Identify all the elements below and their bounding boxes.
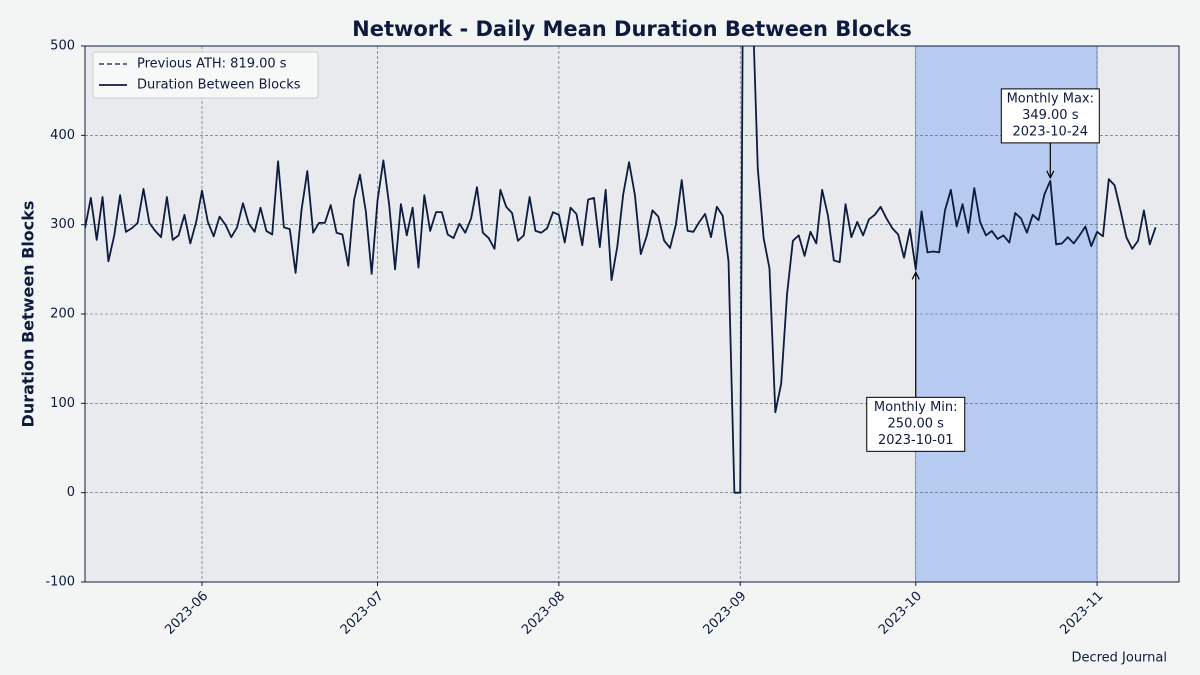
chart-title: Network - Daily Mean Duration Between Bl… [352,17,912,41]
annotation-text: 2023-10-01 [878,433,954,448]
annotation-arrowhead [1046,170,1055,180]
annotation-arrowhead [911,270,920,280]
legend-box [92,51,319,99]
y-tick-label: 300 [50,217,75,232]
y-tick-label: 0 [67,485,75,500]
y-tick-label: 200 [50,307,75,322]
annotation-text: Monthly Max: [1007,91,1094,106]
credit: Decred Journal [1071,651,1167,666]
annotation-box [866,396,966,452]
y-tick-label: 100 [50,396,75,411]
annotation-text: 2023-10-24 [1013,124,1089,139]
legend-label: Duration Between Blocks [137,78,301,93]
annotation-text: 349.00 s [1022,108,1079,123]
plot-frame [84,45,1180,583]
annotation-text: 250.00 s [888,416,945,431]
data-line [85,46,1157,494]
annotation-text: Monthly Min: [874,400,958,415]
y-tick-label: -100 [45,575,75,590]
y-axis-label: Duration Between Blocks [19,201,38,428]
y-tick-label: 400 [50,128,75,143]
annotation-box [1000,88,1100,144]
legend-label: Previous ATH: 819.00 s [137,57,287,72]
y-tick-label: 500 [50,39,75,54]
